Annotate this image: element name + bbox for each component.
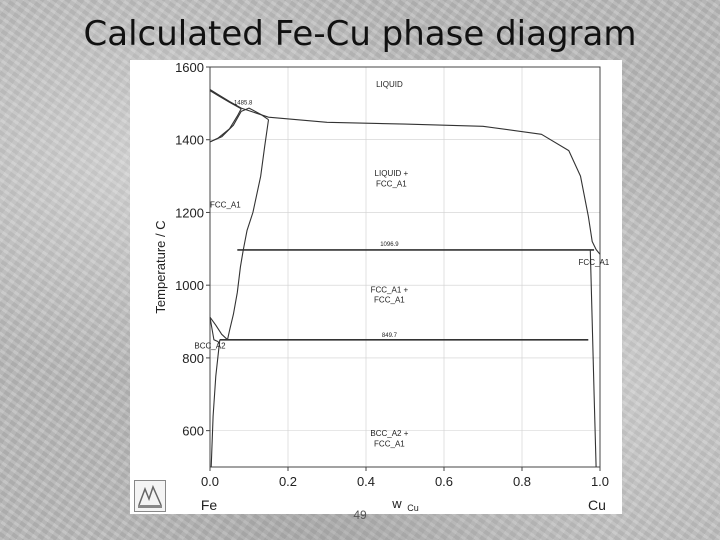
annotation-4: FCC_A1 (210, 201, 241, 210)
x-axis-label-subscript: Cu (407, 503, 419, 513)
x-tick-label: 0.4 (357, 474, 375, 489)
annotation-3: FCC_A1 (376, 179, 407, 188)
annotation-2: LIQUID + (375, 169, 409, 178)
x-tick-label: 0.8 (513, 474, 531, 489)
plot-frame (209, 66, 601, 468)
x-tick-label: 0.2 (279, 474, 297, 489)
phase-diagram-chart: 0.0 0.2 0.4 0.6 0.8 1.0 600 800 1000 1200 1400 1600… (153, 60, 610, 513)
y-tick-label: 600 (182, 424, 204, 439)
x-tick-label: 0.6 (435, 474, 453, 489)
phase-boundary-0 (209, 89, 601, 255)
phase-boundary-2 (209, 107, 269, 143)
annotation-7: FCC_A1 + (371, 285, 409, 294)
phase-boundary-7 (210, 339, 221, 468)
annotation-0: LIQUID (376, 80, 403, 89)
phase-boundary-3 (209, 108, 242, 143)
y-tick-label: 1600 (175, 60, 204, 75)
phase-diagram-figure: 0.0 0.2 0.4 0.6 0.8 1.0 600 800 1000 1200 1400 1600… (130, 60, 622, 514)
page-number: 49 (353, 508, 367, 522)
annotation-9: BCC_A2 (194, 341, 226, 350)
y-tick-label: 1400 (175, 133, 204, 148)
x-tick-label: 0.0 (201, 474, 219, 489)
phase-boundary-6 (209, 317, 221, 344)
annotation-11: BCC_A2 + (370, 429, 408, 438)
y-axis-label: Temperature / C (153, 220, 168, 313)
x-end-label-fe: Fe (201, 497, 218, 513)
x-tick-label: 1.0 (591, 474, 609, 489)
slide-title: Calculated Fe-Cu phase diagram (83, 14, 637, 54)
annotation-6: FCC_A1 (579, 258, 610, 267)
phase-boundary-4 (226, 119, 270, 340)
phase-boundary-1 (209, 90, 242, 110)
annotation-1: 1485.8 (234, 100, 253, 106)
y-tick-label: 1200 (175, 205, 204, 220)
annotation-5: 1096.9 (380, 242, 399, 248)
annotation-12: FCC_A1 (374, 439, 405, 448)
phase-boundary-8 (589, 250, 597, 468)
annotation-10: 849.7 (382, 333, 398, 339)
annotation-8: FCC_A1 (374, 296, 405, 305)
x-end-label-cu: Cu (588, 497, 606, 513)
phase-boundary-5 (209, 316, 228, 341)
y-tick-label: 800 (182, 351, 204, 366)
x-axis-label: w (391, 496, 402, 511)
idaa-logo (134, 480, 166, 512)
y-tick-label: 1000 (175, 278, 204, 293)
